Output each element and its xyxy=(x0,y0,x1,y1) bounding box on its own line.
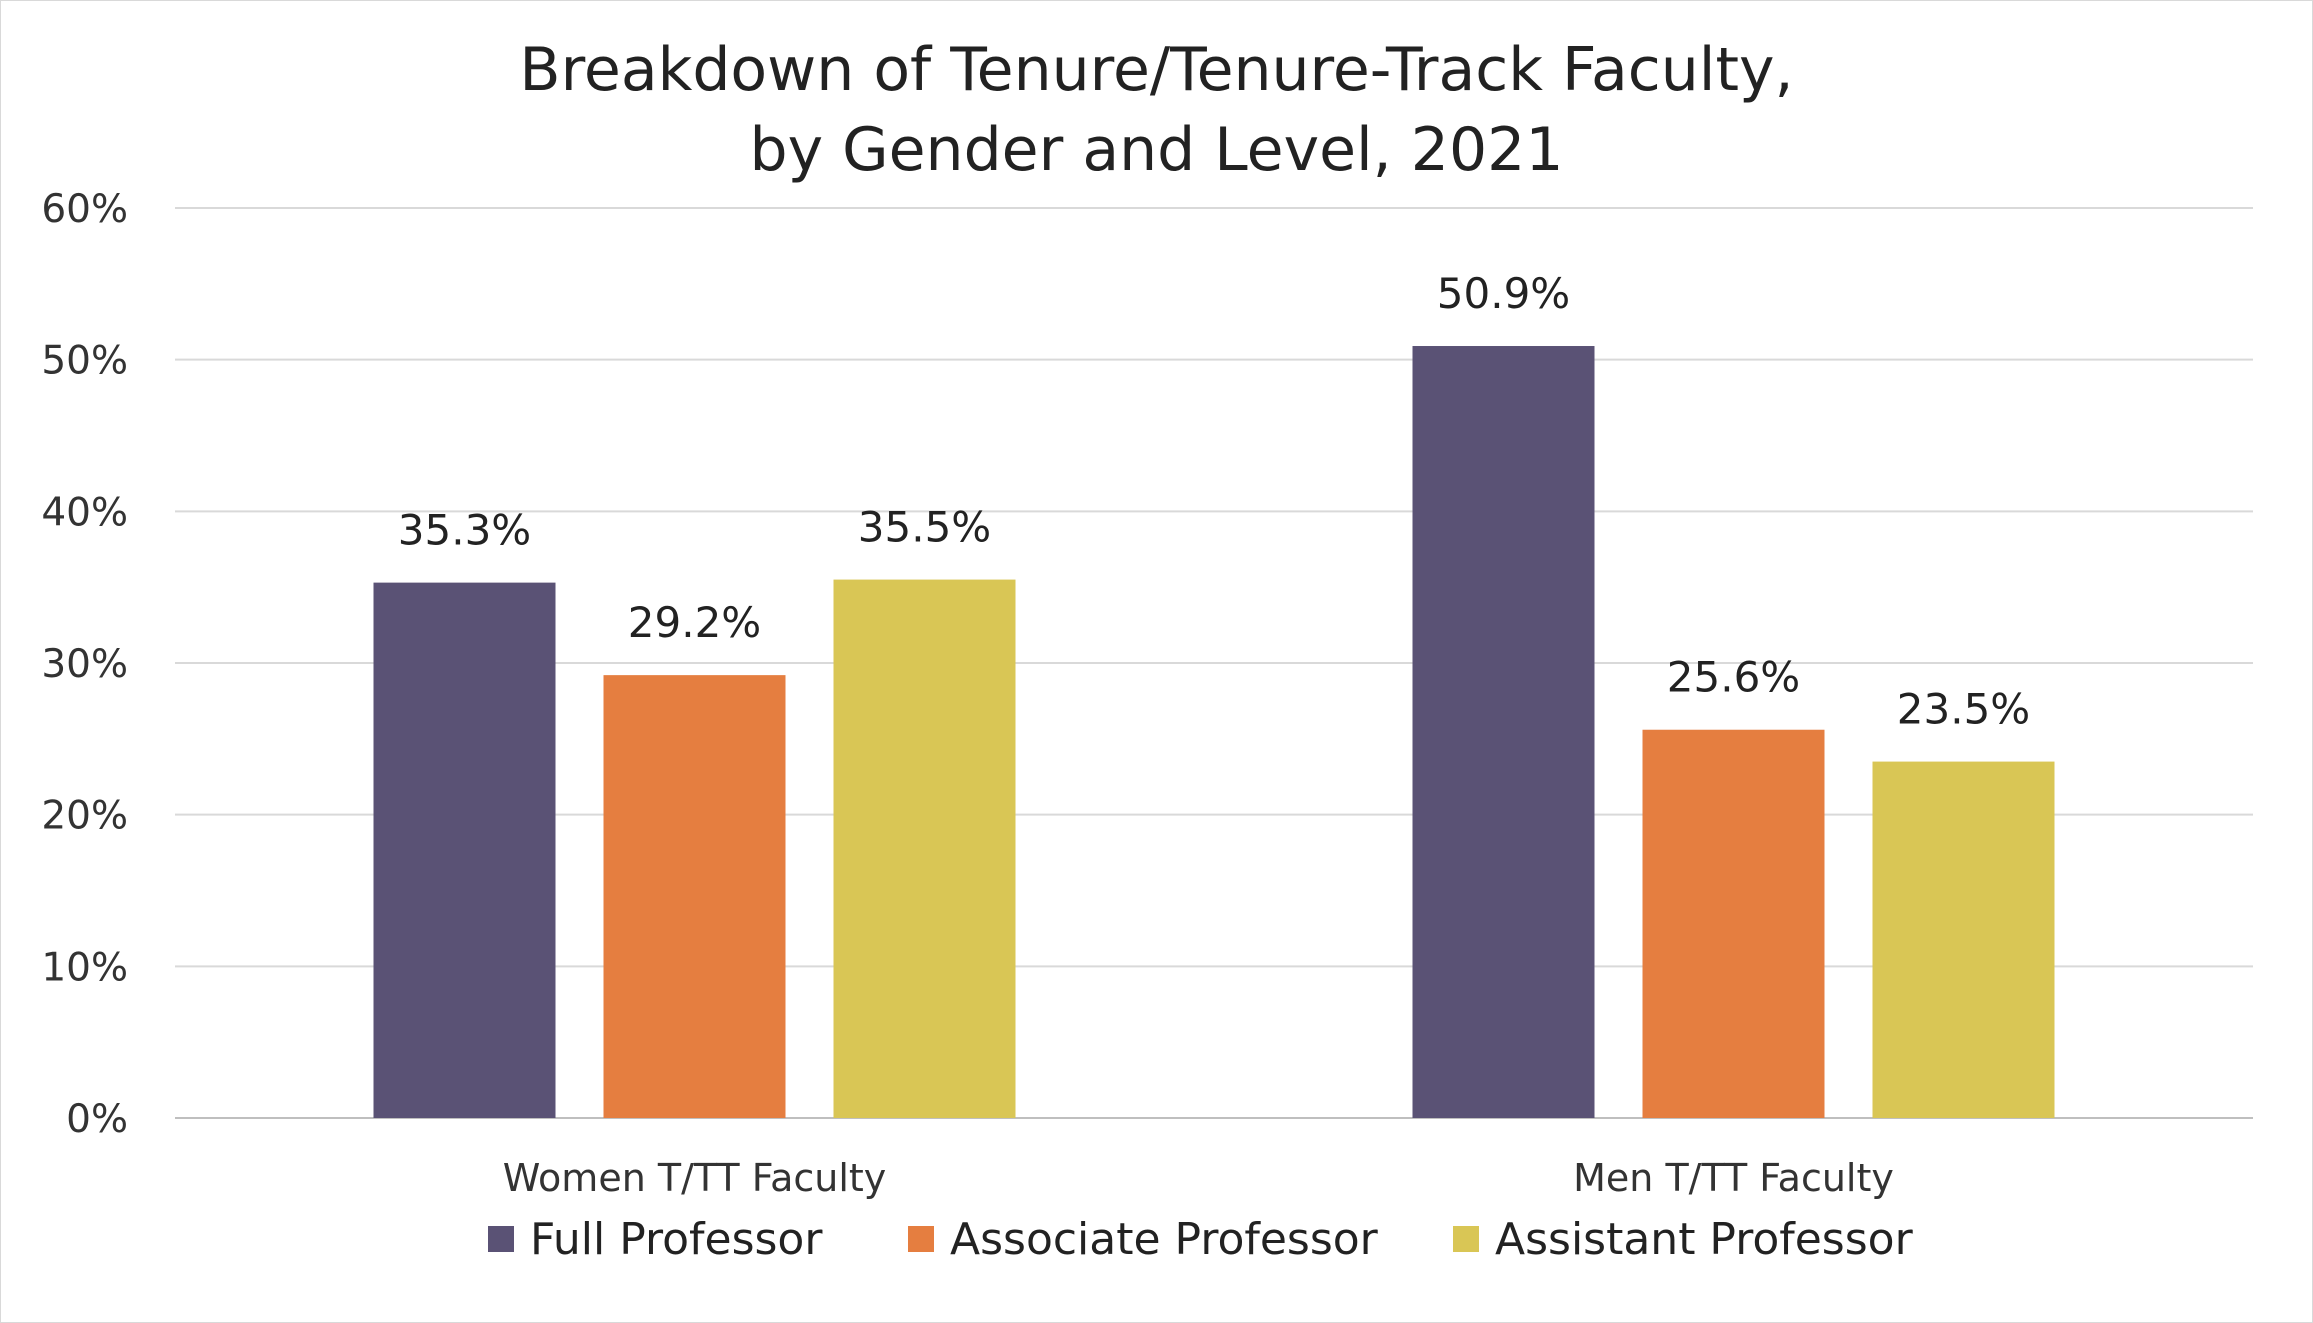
y-tick-label: 60% xyxy=(41,187,128,232)
bar xyxy=(603,675,786,1118)
legend-swatch xyxy=(1453,1226,1479,1252)
y-axis-ticks: 0% 10% 20% 30% 40% 50% 60% xyxy=(41,187,128,1142)
legend-label: Associate Professor xyxy=(950,1214,1379,1265)
bars xyxy=(373,346,2055,1118)
legend-swatch xyxy=(488,1226,514,1252)
data-labels: 35.3% 29.2% 35.5% 50.9% 25.6% 23.5% xyxy=(398,269,2030,734)
data-label: 25.6% xyxy=(1667,653,1800,702)
y-tick-label: 50% xyxy=(41,339,128,384)
x-tick-label: Men T/TT Faculty xyxy=(1573,1156,1894,1200)
y-tick-label: 10% xyxy=(41,945,128,990)
chart-title-line-1: Breakdown of Tenure/Tenure-Track Faculty… xyxy=(519,35,1794,105)
bar xyxy=(373,582,556,1118)
legend-label: Assistant Professor xyxy=(1495,1214,1914,1265)
data-label: 29.2% xyxy=(628,598,761,647)
x-axis-ticks: Women T/TT Faculty Men T/TT Faculty xyxy=(503,1156,1894,1200)
x-tick-label: Women T/TT Faculty xyxy=(503,1156,887,1200)
y-tick-label: 40% xyxy=(41,490,128,535)
bar xyxy=(1642,729,1825,1118)
y-tick-label: 30% xyxy=(41,642,128,687)
data-label: 35.3% xyxy=(398,506,531,555)
chart-title: Breakdown of Tenure/Tenure-Track Faculty… xyxy=(0,30,2313,190)
data-label: 23.5% xyxy=(1897,685,2030,734)
legend-swatch xyxy=(908,1226,934,1252)
bar xyxy=(833,579,1016,1118)
y-tick-label: 20% xyxy=(41,794,128,839)
data-label: 50.9% xyxy=(1437,269,1570,318)
legend-label: Full Professor xyxy=(530,1214,823,1265)
chart-title-line-2: by Gender and Level, 2021 xyxy=(749,115,1564,185)
bar xyxy=(1872,761,2055,1118)
data-label: 35.5% xyxy=(858,503,991,552)
bar xyxy=(1412,346,1595,1118)
legend: Full Professor Associate Professor Assista… xyxy=(488,1214,1914,1265)
y-tick-label: 0% xyxy=(66,1097,128,1142)
